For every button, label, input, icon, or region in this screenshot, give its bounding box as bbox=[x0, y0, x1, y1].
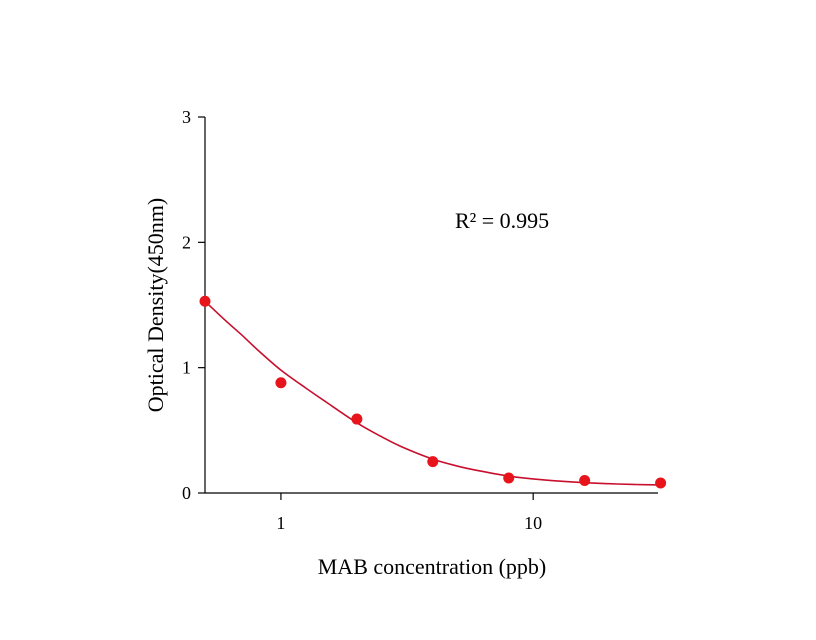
data-point bbox=[351, 413, 363, 425]
data-point bbox=[655, 477, 667, 489]
y-tick-label: 1 bbox=[182, 358, 191, 378]
data-point bbox=[199, 295, 211, 307]
x-axis-title: MAB concentration (ppb) bbox=[318, 554, 547, 579]
y-tick-label: 3 bbox=[182, 107, 191, 127]
axes: 0 1 2 3 1 10 bbox=[182, 107, 658, 533]
x-tick-label: 10 bbox=[524, 513, 542, 533]
data-point bbox=[503, 472, 515, 484]
data-point bbox=[427, 456, 439, 468]
y-tick-label: 0 bbox=[182, 483, 191, 503]
data-point bbox=[275, 377, 287, 389]
data-point bbox=[579, 474, 591, 486]
x-tick-label: 1 bbox=[276, 513, 285, 533]
y-axis-title: Optical Density(450nm) bbox=[143, 198, 168, 412]
y-tick-label: 2 bbox=[182, 232, 191, 252]
data-points bbox=[199, 295, 667, 489]
r-squared-annotation: R² = 0.995 bbox=[455, 208, 549, 233]
